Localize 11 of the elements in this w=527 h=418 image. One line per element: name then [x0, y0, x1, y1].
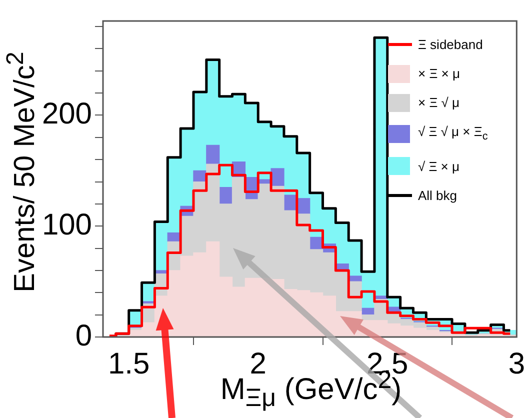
legend-label: √ Ξ √ μ × Ξ$_{c}$	[418, 123, 488, 145]
x-tick-label: 3	[508, 347, 525, 380]
legend-label: × Ξ × μ	[418, 65, 460, 83]
y-tick-label: 0	[75, 319, 92, 352]
legend-label: √ Ξ × μ	[418, 158, 460, 176]
legend-label: × Ξ √ μ	[418, 94, 460, 112]
legend-label: All bkg	[418, 186, 458, 205]
y-tick-label: 200	[42, 98, 92, 131]
x-tick-label: 1.5	[108, 347, 150, 380]
legend-label: Ξ sideband	[418, 36, 483, 54]
y-tick-label: 100	[42, 208, 92, 242]
